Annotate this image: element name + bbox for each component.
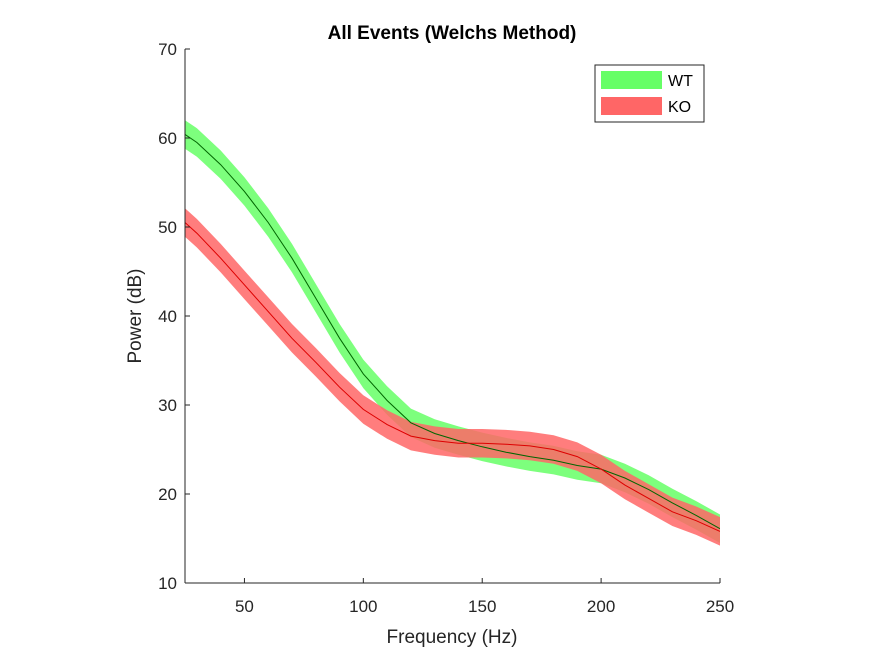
y-tick-label: 30 [158, 396, 177, 415]
x-tick-label: 250 [706, 597, 734, 616]
axes: 50 100 150 200 250 10 20 30 40 50 60 70 [158, 40, 734, 616]
y-tick-label: 60 [158, 129, 177, 148]
x-tick-label: 200 [587, 597, 615, 616]
legend-swatch-ko [601, 97, 662, 115]
y-tick-label: 10 [158, 574, 177, 593]
legend-label-wt: WT [668, 73, 693, 90]
line-wt [185, 133, 720, 530]
band-ko [185, 208, 720, 546]
line-ko [185, 222, 720, 532]
x-tick-label: 150 [468, 597, 496, 616]
y-tick-label: 70 [158, 40, 177, 59]
confidence-bands [185, 120, 720, 546]
chart-title: All Events (Welchs Method) [328, 23, 577, 44]
legend: WT KO [594, 64, 705, 123]
legend-label-ko: KO [668, 99, 691, 116]
y-axis-label: Power (dB) [125, 268, 146, 363]
x-axis-label: Frequency (Hz) [387, 627, 518, 648]
legend-swatch-wt [601, 71, 662, 89]
x-ticks: 50 100 150 200 250 [235, 578, 734, 616]
y-tick-label: 40 [158, 307, 177, 326]
x-tick-label: 50 [235, 597, 254, 616]
y-tick-label: 20 [158, 485, 177, 504]
x-tick-label: 100 [349, 597, 377, 616]
y-ticks: 10 20 30 40 50 60 70 [158, 40, 190, 593]
y-tick-label: 50 [158, 218, 177, 237]
mean-lines [185, 133, 720, 532]
